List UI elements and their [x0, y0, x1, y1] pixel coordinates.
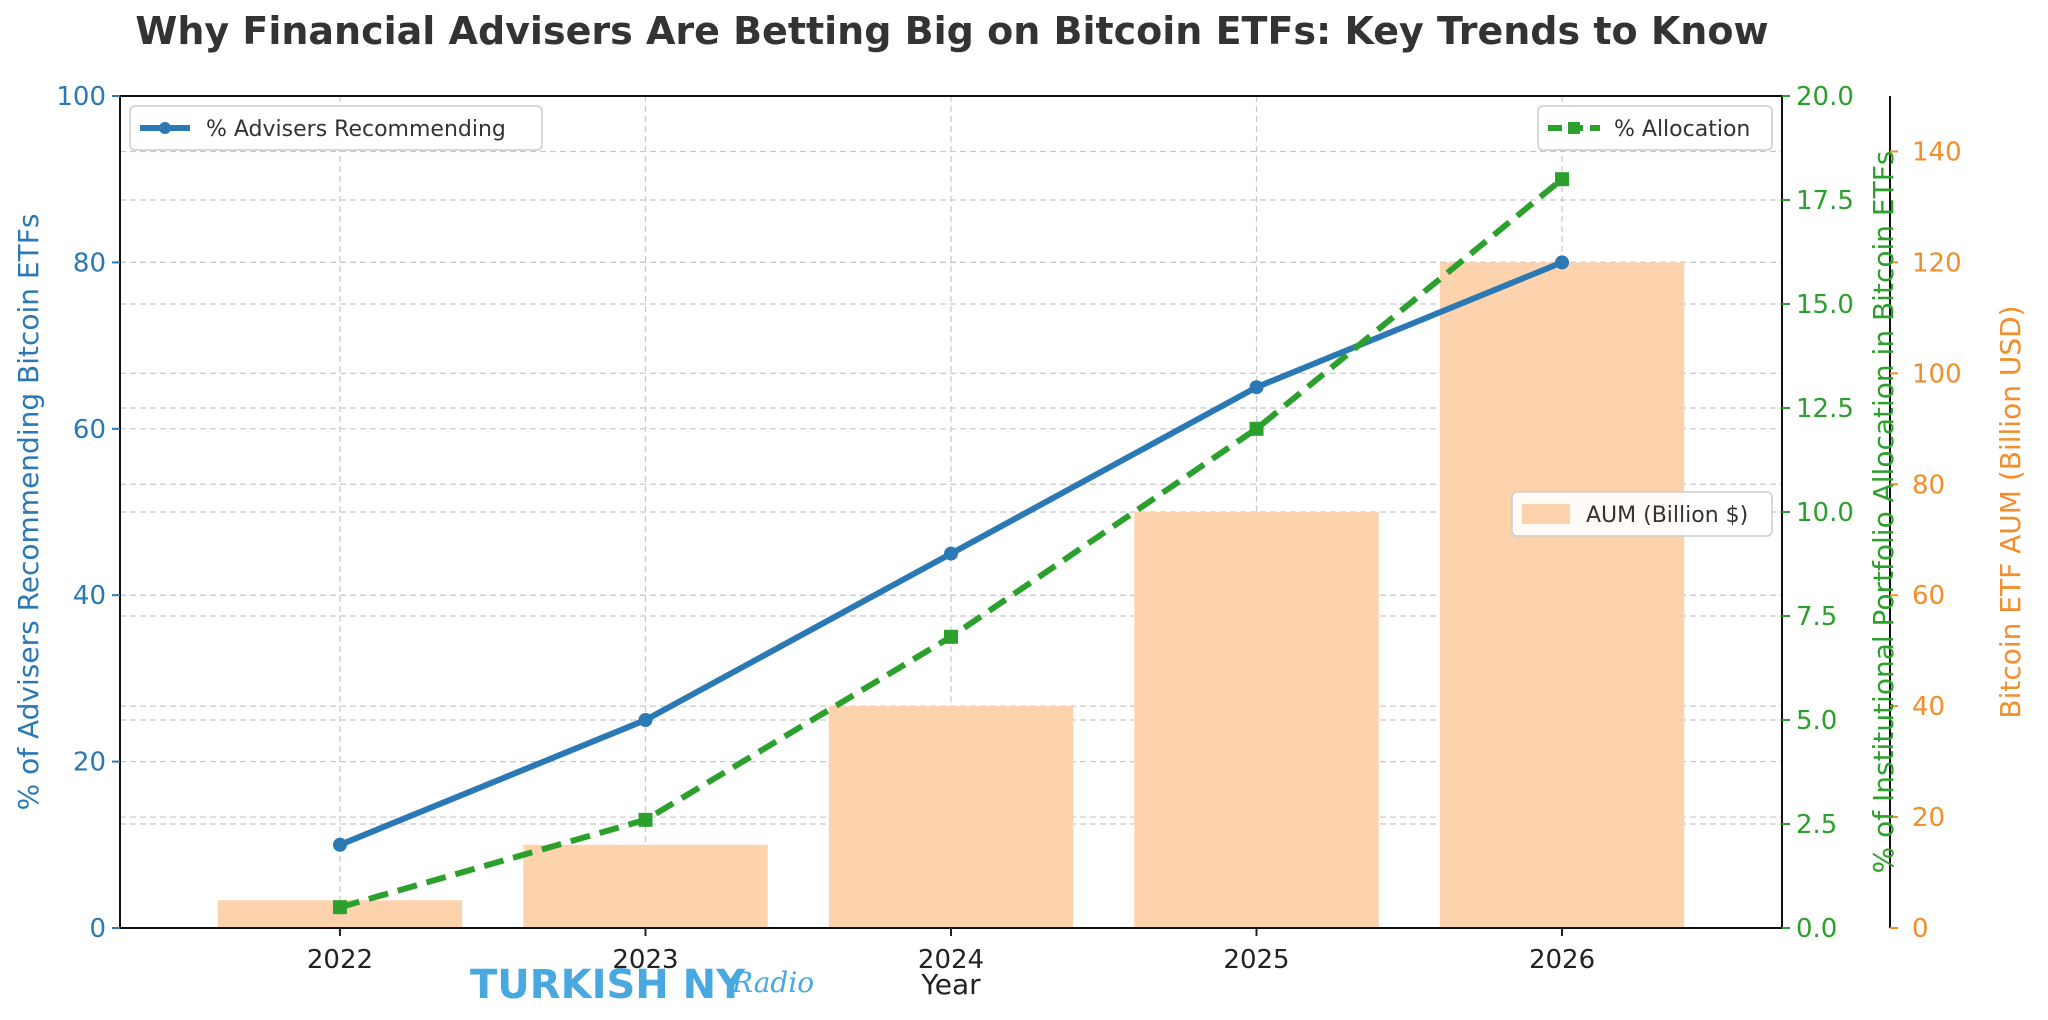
right-inner-tick-label: 12.5: [1796, 394, 1854, 424]
allocation-point: [1555, 172, 1570, 187]
advisers-point: [1555, 255, 1570, 270]
x-tick-label: 2025: [1223, 945, 1289, 975]
right-outer-tick-label: 60: [1912, 581, 1945, 611]
right-outer-tick-label: 140: [1912, 137, 1962, 167]
aum-bar: [1134, 512, 1379, 928]
right-inner-tick-label: 10.0: [1796, 498, 1854, 528]
series-lines: [332, 172, 1570, 915]
right-inner-tick-label: 15.0: [1796, 290, 1854, 320]
advisers-point: [944, 546, 958, 561]
x-axis-label: Year: [920, 968, 981, 1001]
right-outer-tick-label: 20: [1912, 803, 1945, 833]
legend-label: % Allocation: [1614, 117, 1750, 142]
watermark-logo: TURKISH NY Radio: [470, 962, 814, 1008]
legend-box: [129, 105, 543, 151]
right-outer-tick-label: 100: [1912, 359, 1962, 389]
left-axis-ticks: 0 20 40 60 80 100: [56, 82, 120, 944]
watermark-main-text: TURKISH NY: [470, 962, 746, 1008]
right-inner-axis-label: % of Institutional Portfolio Allocation …: [1867, 151, 1900, 874]
legend-label: % Advisers Recommending: [206, 117, 506, 142]
aum-bar: [1439, 262, 1685, 928]
x-tick-label: 2023: [612, 945, 678, 975]
allocation-point: [638, 812, 653, 827]
right-inner-tick-label: 5.0: [1796, 706, 1837, 736]
right-outer-tick-label: 40: [1912, 692, 1945, 722]
right-outer-tick-label: 80: [1912, 470, 1945, 500]
aum-bar: [523, 844, 768, 928]
right-outer-axis-ticks: 0 20 40 60 80 100 120 140: [1890, 137, 1962, 944]
aum-bars: [217, 262, 1685, 928]
right-inner-tick-label: 20.0: [1796, 82, 1854, 112]
legend-marker: [159, 122, 171, 134]
x-tick-label: 2022: [307, 945, 373, 975]
x-axis-ticks: 2022 2023 2024 2025 2026: [307, 928, 1595, 975]
right-inner-tick-label: 7.5: [1796, 602, 1837, 632]
right-inner-tick-label: 0.0: [1796, 914, 1837, 944]
chart-title: Why Financial Advisers Are Betting Big o…: [135, 9, 1768, 53]
right-inner-tick-label: 2.5: [1796, 810, 1837, 840]
legend-advisers: % Advisers Recommending: [129, 105, 543, 151]
x-tick-label: 2026: [1529, 945, 1595, 975]
left-tick-label: 0: [89, 914, 106, 944]
left-axis-label: % of Advisers Recommending Bitcoin ETFs: [12, 214, 45, 811]
right-outer-tick-label: 120: [1912, 248, 1962, 278]
advisers-point: [638, 713, 653, 727]
right-inner-tick-label: 17.5: [1796, 186, 1854, 216]
legend-label: AUM (Billion $): [1586, 503, 1748, 528]
left-tick-label: 20: [73, 748, 106, 778]
watermark-script-text: Radio: [731, 966, 814, 999]
allocation-point: [944, 629, 958, 644]
right-outer-tick-label: 0: [1912, 914, 1929, 944]
x-tick-label: 2024: [918, 945, 984, 975]
left-tick-label: 40: [73, 581, 106, 611]
right-inner-axis-ticks: 0.0 2.5 5.0 7.5 10.0 12.5 15.0 17.5 20.0: [1782, 82, 1854, 944]
aum-bar: [828, 706, 1074, 928]
legend-bar-swatch: [1522, 504, 1570, 524]
legend-box: [1537, 105, 1773, 151]
allocation-point: [332, 900, 347, 915]
left-tick-label: 80: [73, 248, 106, 278]
left-tick-label: 60: [73, 415, 106, 445]
left-tick-label: 100: [56, 82, 106, 112]
allocation-point: [1249, 421, 1264, 436]
legend-box: [1511, 491, 1773, 537]
advisers-point: [1249, 380, 1264, 395]
legend-marker: [1568, 122, 1580, 134]
advisers-point: [332, 837, 347, 852]
right-outer-axis-label: Bitcoin ETF AUM (Billion USD): [1994, 305, 2027, 718]
legend-aum: AUM (Billion $): [1511, 491, 1773, 537]
legend-allocation: % Allocation: [1537, 105, 1773, 151]
